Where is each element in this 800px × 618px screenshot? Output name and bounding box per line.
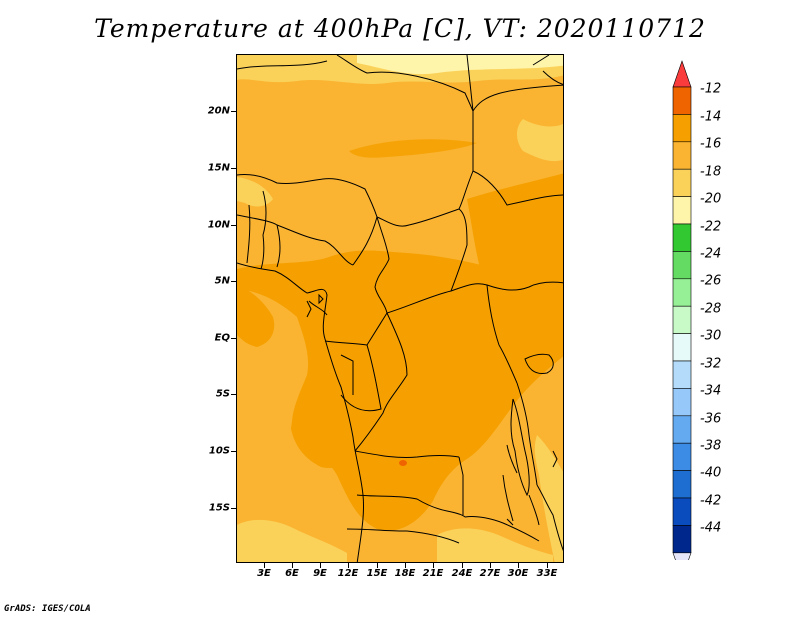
lat-label-20n: 20N bbox=[207, 105, 230, 117]
lat-label-eq: EQ bbox=[214, 332, 230, 344]
lat-label-15n: 15N bbox=[207, 162, 230, 174]
colorbar-bottom-triangle bbox=[672, 552, 692, 560]
lon-label-33e: 33E bbox=[536, 568, 558, 579]
colorbar-label-m16: -16 bbox=[700, 136, 722, 152]
field-ne-light bbox=[517, 119, 563, 162]
field-gulf-orange bbox=[237, 285, 275, 347]
lon-label-21e: 21E bbox=[422, 568, 444, 579]
colorbar-segment bbox=[672, 168, 692, 197]
lon-label-15e: 15E bbox=[366, 568, 388, 579]
lat-tick-10s bbox=[231, 451, 236, 452]
field-sw-orange bbox=[291, 385, 348, 469]
lon-label-24e: 24E bbox=[451, 568, 473, 579]
colorbar-label-m14: -14 bbox=[700, 109, 722, 125]
lon-tick-3e bbox=[264, 563, 265, 568]
lon-label-12e: 12E bbox=[337, 568, 359, 579]
colorbar-segment bbox=[672, 251, 692, 280]
field-west-light bbox=[237, 177, 273, 207]
colorbar-label-m20: -20 bbox=[700, 191, 722, 207]
colorbar-label-m40: -40 bbox=[700, 465, 722, 481]
colorbar-segment bbox=[672, 497, 692, 526]
colorbar-segment bbox=[672, 388, 692, 417]
temperature-map bbox=[237, 55, 563, 562]
colorbar-segment bbox=[672, 278, 692, 307]
colorbar-top-triangle bbox=[672, 60, 692, 88]
lon-tick-6e bbox=[292, 563, 293, 568]
colorbar-label-m34: -34 bbox=[700, 383, 722, 399]
colorbar-label-m24: -24 bbox=[700, 246, 722, 262]
lon-tick-27e bbox=[490, 563, 491, 568]
lat-label-15s: 15S bbox=[208, 502, 230, 514]
colorbar-label-m28: -28 bbox=[700, 301, 722, 317]
field-south-light bbox=[237, 519, 347, 562]
map-frame bbox=[236, 54, 564, 563]
chart-title: Temperature at 400hPa [C], VT: 202011071… bbox=[94, 14, 706, 43]
colorbar-label-m26: -26 bbox=[700, 273, 722, 289]
colorbar-segment bbox=[672, 442, 692, 471]
colorbar-label-m22: -22 bbox=[700, 219, 722, 235]
lat-tick-10n bbox=[231, 225, 236, 226]
lon-tick-9e bbox=[320, 563, 321, 568]
field-south-light-2 bbox=[437, 528, 553, 562]
colorbar-label-m30: -30 bbox=[700, 328, 722, 344]
lon-label-30e: 30E bbox=[507, 568, 529, 579]
lat-tick-eq bbox=[231, 338, 236, 339]
colorbar-segment bbox=[672, 333, 692, 362]
lon-tick-24e bbox=[462, 563, 463, 568]
field-central-orange bbox=[237, 250, 563, 531]
colorbar-label-m42: -42 bbox=[700, 493, 722, 509]
field-se-light bbox=[534, 435, 563, 562]
lat-tick-15s bbox=[231, 508, 236, 509]
lon-tick-33e bbox=[547, 563, 548, 568]
field-band-north bbox=[349, 139, 477, 158]
colorbar-segment bbox=[672, 196, 692, 225]
lat-label-10n: 10N bbox=[207, 219, 230, 231]
colorbar-segment bbox=[672, 223, 692, 252]
lon-label-27e: 27E bbox=[479, 568, 501, 579]
lat-tick-5n bbox=[231, 281, 236, 282]
lat-tick-20n bbox=[231, 111, 236, 112]
lat-label-5s: 5S bbox=[215, 388, 230, 400]
colorbar-label-m38: -38 bbox=[700, 438, 722, 454]
colorbar-segment bbox=[672, 305, 692, 334]
lat-tick-5s bbox=[231, 394, 236, 395]
lat-tick-15n bbox=[231, 168, 236, 169]
colorbar-segment bbox=[672, 141, 692, 170]
lon-tick-18e bbox=[405, 563, 406, 568]
grads-credit: GrADS: IGES/COLA bbox=[4, 604, 91, 614]
colorbar-segment bbox=[672, 525, 692, 554]
colorbar-label-m18: -18 bbox=[700, 164, 722, 180]
colorbar-segment bbox=[672, 470, 692, 499]
colorbar-segment bbox=[672, 415, 692, 444]
colorbar-label-m36: -36 bbox=[700, 411, 722, 427]
colorbar-segment bbox=[672, 360, 692, 389]
lon-tick-21e bbox=[433, 563, 434, 568]
colorbar-segments bbox=[672, 60, 692, 560]
colorbar-segment bbox=[672, 114, 692, 143]
lon-tick-15e bbox=[377, 563, 378, 568]
field-north-pale bbox=[357, 55, 563, 75]
field-hotspot bbox=[399, 460, 407, 466]
lon-label-3e: 3E bbox=[257, 568, 271, 579]
borders bbox=[237, 55, 563, 562]
colorbar-label-m32: -32 bbox=[700, 356, 722, 372]
colorbar bbox=[672, 60, 692, 560]
colorbar-label-m12: -12 bbox=[700, 81, 722, 97]
lon-tick-12e bbox=[348, 563, 349, 568]
lon-tick-30e bbox=[518, 563, 519, 568]
colorbar-label-m44: -44 bbox=[700, 520, 722, 536]
lon-label-18e: 18E bbox=[394, 568, 416, 579]
lat-label-5n: 5N bbox=[214, 275, 230, 287]
lon-label-6e: 6E bbox=[285, 568, 299, 579]
lon-label-9e: 9E bbox=[313, 568, 327, 579]
colorbar-segment bbox=[672, 86, 692, 115]
lat-label-10s: 10S bbox=[208, 445, 230, 457]
field-east-orange bbox=[467, 173, 563, 295]
